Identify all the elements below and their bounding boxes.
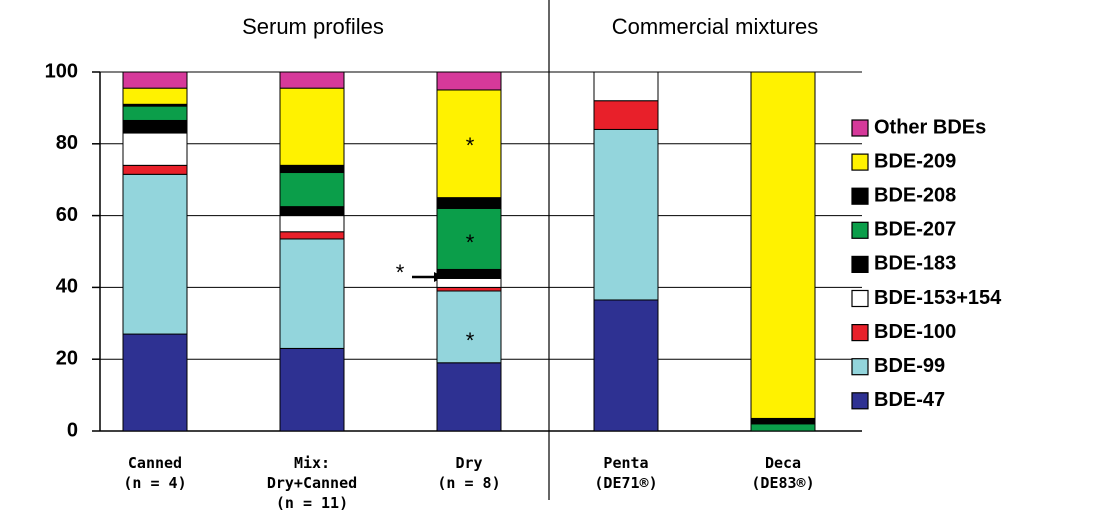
bar-segment — [279, 164, 345, 174]
bar-segment — [122, 119, 188, 134]
bar-segment — [279, 206, 345, 217]
annotation: * — [466, 328, 475, 353]
annotation: * — [466, 230, 475, 255]
y-tick-label: 0 — [67, 419, 78, 441]
bar-segment — [593, 299, 659, 432]
legend-label: BDE-153+154 — [874, 287, 1002, 309]
bar-segment — [436, 268, 502, 279]
bar-segment — [279, 238, 345, 349]
x-tick-label: Mix: Dry+Canned (n = 11) — [267, 454, 357, 512]
legend-swatch — [851, 324, 869, 342]
bar-segment — [122, 105, 188, 121]
bar-segment — [122, 164, 188, 175]
legend-swatch — [851, 289, 869, 308]
legend-swatch — [851, 255, 869, 273]
legend-swatch — [851, 358, 869, 376]
legend-label: BDE-99 — [874, 355, 945, 377]
group-label: Serum profiles — [242, 14, 384, 39]
bar-segment — [750, 71, 816, 419]
y-tick-label: 20 — [56, 347, 78, 369]
bar-segment — [436, 197, 502, 209]
legend-swatch — [851, 187, 869, 205]
bar-segment — [436, 286, 502, 292]
bar-segment — [279, 215, 345, 233]
legend-label: BDE-208 — [874, 184, 956, 206]
bar-segment — [436, 362, 502, 432]
legend-label: BDE-209 — [874, 150, 956, 172]
y-tick-label: 80 — [56, 132, 78, 154]
x-tick-label: Deca (DE83®) — [751, 454, 814, 492]
bar-segment — [436, 207, 502, 270]
group-label: Commercial mixtures — [612, 14, 819, 39]
legend-label: BDE-47 — [874, 389, 945, 411]
bar-segment — [593, 128, 659, 301]
y-tick-label: 40 — [56, 276, 78, 298]
x-tick-label: Canned (n = 4) — [123, 454, 186, 492]
bar-segment — [279, 71, 345, 89]
bar-segment — [436, 277, 502, 288]
legend-swatch — [851, 221, 869, 239]
bar-segment — [750, 423, 816, 432]
bar-segment — [750, 417, 816, 425]
annotation: * — [396, 260, 405, 285]
y-tick-label: 100 — [45, 60, 78, 82]
x-tick-label: Dry (n = 8) — [437, 454, 500, 492]
legend-swatch — [851, 119, 869, 137]
bar-segment — [593, 71, 659, 102]
bar-segment — [122, 132, 188, 166]
legend-label: BDE-207 — [874, 219, 956, 241]
bar-segment — [279, 231, 345, 240]
bar-segment — [122, 71, 188, 89]
bar-segment — [436, 290, 502, 364]
bar-segment — [122, 87, 188, 105]
bar-segment — [279, 172, 345, 208]
bar-segment — [593, 100, 659, 130]
legend-label: BDE-100 — [874, 321, 956, 343]
bar-segment — [122, 333, 188, 432]
bar-segment — [279, 347, 345, 432]
bar-segment — [122, 173, 188, 335]
x-tick-label: Penta (DE71®) — [594, 454, 657, 492]
legend-label: BDE-183 — [874, 253, 956, 275]
y-tick-label: 60 — [56, 204, 78, 226]
bar-segment — [279, 87, 345, 166]
legend-label: Other BDEs — [874, 116, 986, 138]
legend-swatch — [851, 153, 869, 171]
legend-swatch — [851, 392, 869, 410]
annotation: * — [466, 133, 475, 158]
bar-segment — [436, 89, 502, 199]
bar-segment — [436, 71, 502, 91]
